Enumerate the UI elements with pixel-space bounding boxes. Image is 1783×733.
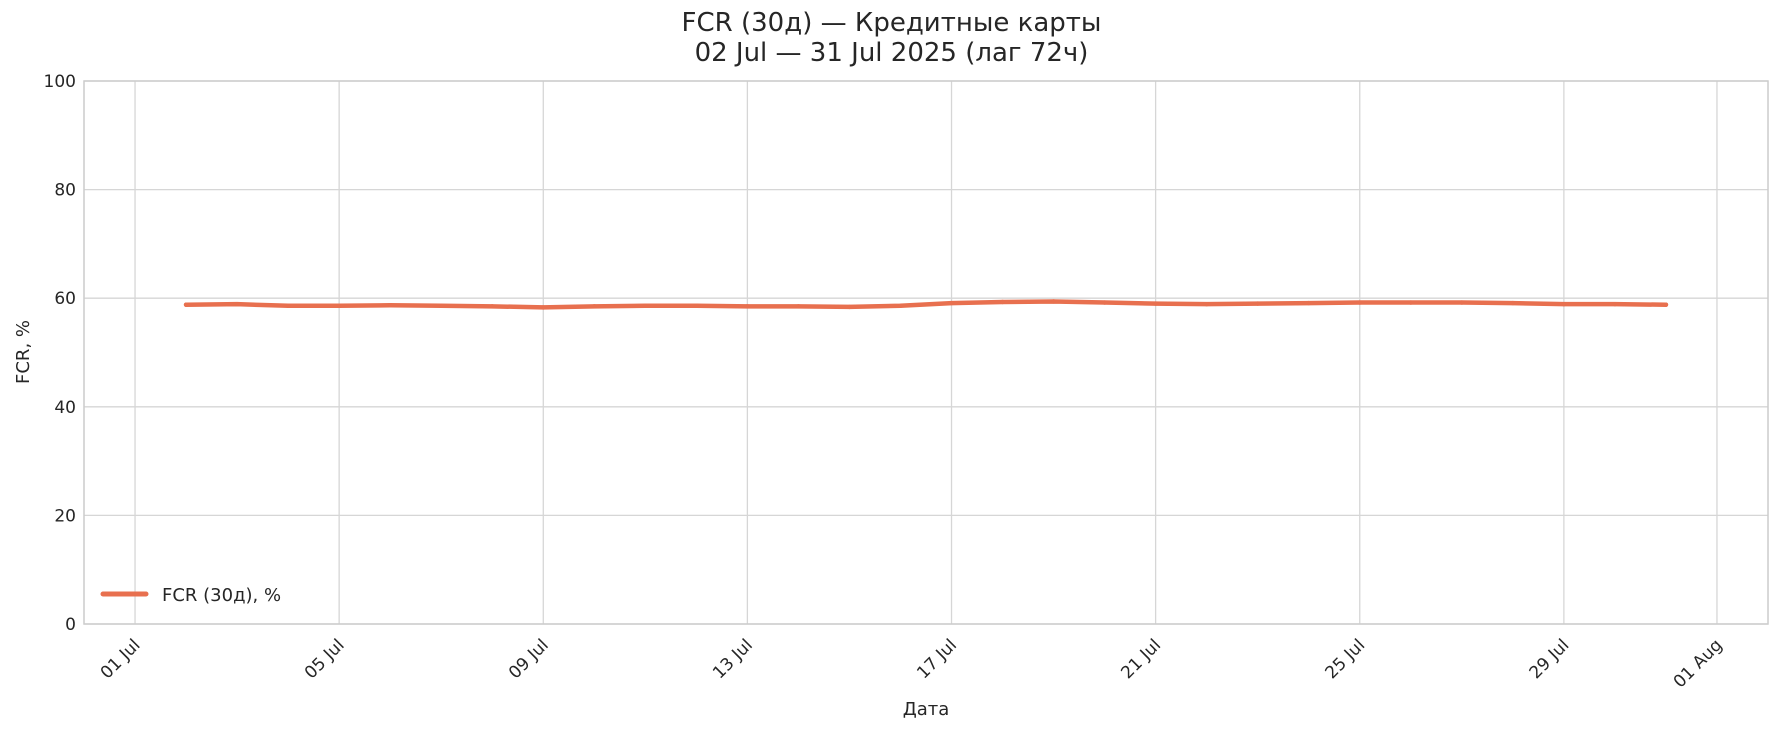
x-ticks: 01 Jul 05 Jul 09 Jul 13 Jul 17 Jul 21 Jul 25 J…: [97, 635, 1727, 692]
data-point: [1102, 300, 1107, 305]
x-tick-label: 05 Jul: [301, 635, 349, 683]
data-point: [1255, 301, 1260, 306]
data-point: [336, 303, 342, 309]
data-point: [1663, 302, 1669, 307]
data-point: [1306, 300, 1311, 306]
y-tick-label: 80: [54, 181, 76, 201]
data-point: [796, 304, 801, 309]
y-tick-label: 20: [54, 506, 76, 526]
data-point: [387, 303, 393, 308]
x-tick-label: 25 Jul: [1322, 635, 1370, 683]
data-point: [1204, 301, 1209, 307]
data-point: [1357, 300, 1362, 305]
data-point: [1153, 301, 1158, 306]
data-point: [439, 303, 444, 309]
x-axis-label: Дата: [903, 699, 950, 720]
data-point: [234, 301, 240, 307]
data-point: [1051, 299, 1056, 304]
y-tick-label: 0: [65, 615, 76, 635]
data-point: [1459, 300, 1465, 305]
series-line: [183, 299, 1669, 310]
data-point: [643, 303, 648, 309]
y-axis-label: FCR, %: [13, 320, 34, 384]
data-point: [1510, 300, 1516, 306]
x-tick-label: 01 Jul: [97, 635, 145, 683]
data-point: [1612, 301, 1618, 307]
data-point: [1000, 299, 1005, 305]
plot-frame: [83, 80, 1769, 625]
data-point: [592, 304, 597, 309]
x-tick-label: 13 Jul: [709, 635, 757, 683]
data-point: [694, 303, 699, 309]
data-point: [847, 304, 852, 310]
series-layer: [183, 299, 1669, 310]
data-point: [1561, 301, 1567, 307]
data-point: [949, 300, 954, 306]
x-tick-label: 29 Jul: [1526, 635, 1574, 683]
chart-subtitle: 02 Jul — 31 Jul 2025 (лаг 72ч): [694, 38, 1089, 68]
y-tick-label: 60: [54, 289, 76, 309]
x-tick-label: 09 Jul: [505, 635, 553, 683]
y-tick-label: 40: [54, 398, 76, 418]
x-tick-label: 01 Aug: [1670, 635, 1727, 692]
data-point: [745, 304, 750, 309]
grid-lines: [84, 80, 1768, 625]
y-ticks: 0 20 40 60 80 100: [44, 72, 76, 635]
data-point: [285, 303, 291, 309]
legend-label: FCR (30д), %: [162, 585, 281, 606]
data-point: [898, 303, 903, 309]
data-point: [490, 304, 495, 309]
y-tick-label: 100: [44, 72, 76, 92]
data-point: [183, 302, 189, 307]
data-point: [541, 305, 546, 310]
x-tick-label: 21 Jul: [1117, 635, 1165, 683]
data-point: [1408, 300, 1413, 305]
legend: FCR (30д), %: [100, 585, 281, 606]
chart-title: FCR (30д) — Кредитные карты: [681, 8, 1102, 38]
x-tick-label: 17 Jul: [913, 635, 961, 683]
